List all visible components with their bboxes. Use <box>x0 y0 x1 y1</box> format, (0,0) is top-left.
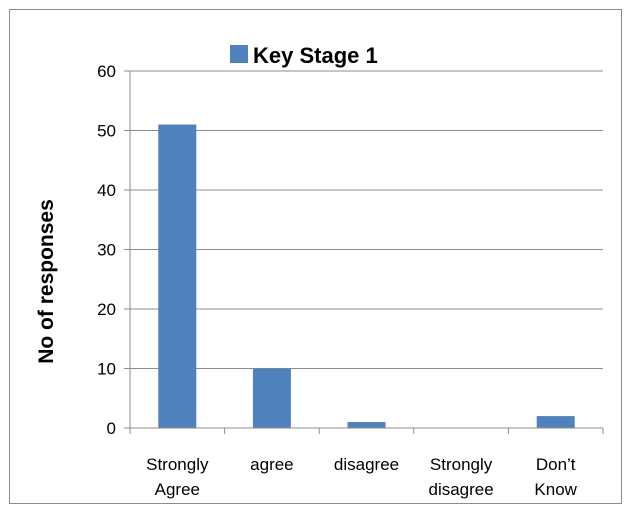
bars <box>158 124 575 429</box>
y-tick-label-30: 30 <box>97 241 116 260</box>
x-category-label-4-line-1: Know <box>534 480 577 499</box>
gridlines <box>130 70 603 369</box>
x-category-label-0-line-1: Agree <box>155 480 200 499</box>
legend-swatch-key-stage-1 <box>230 45 248 63</box>
bar-4 <box>536 416 575 428</box>
bar-1 <box>252 368 291 428</box>
x-category-labels: Strongly Agree agree disagree Strongly disagr… <box>146 455 578 499</box>
x-category-label-2-line-0: disagree <box>334 455 399 474</box>
x-category-label-3-line-1: disagree <box>428 480 493 499</box>
x-category-label-4-line-0: Don’t <box>536 455 576 474</box>
bar-2 <box>347 422 386 428</box>
y-tick-label-10: 10 <box>97 360 116 379</box>
y-tick-label-40: 40 <box>97 181 116 200</box>
y-tick-label-20: 20 <box>97 300 116 319</box>
x-category-label-1-line-0: agree <box>250 455 293 474</box>
y-tick-label-0: 0 <box>107 419 116 438</box>
axes <box>124 70 604 434</box>
y-axis-title: No of responses <box>35 199 58 364</box>
legend: Key Stage 1 <box>230 43 378 68</box>
y-tick-label-60: 60 <box>97 62 116 81</box>
chart-frame <box>9 9 622 504</box>
y-tick-label-50: 50 <box>97 122 116 141</box>
legend-label-key-stage-1: Key Stage 1 <box>253 43 378 68</box>
x-category-label-3-line-0: Strongly <box>430 455 493 474</box>
bar-0 <box>158 124 197 429</box>
y-tick-labels: 0 10 20 30 40 50 60 <box>97 62 116 438</box>
x-category-label-0-line-0: Strongly <box>146 455 209 474</box>
